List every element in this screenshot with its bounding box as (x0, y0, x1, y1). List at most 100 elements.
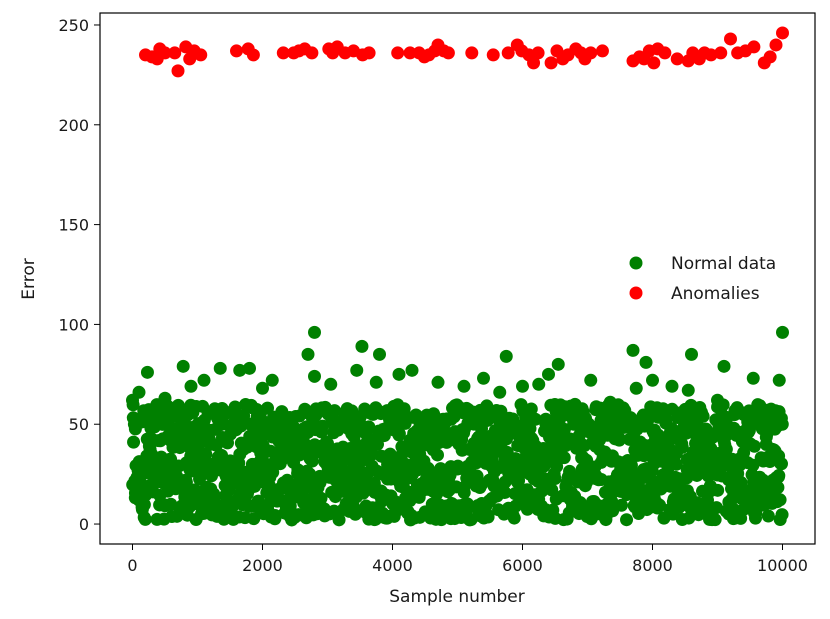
normal-data-point (719, 442, 733, 456)
anomaly-point (776, 26, 789, 40)
normal-data-point (528, 412, 542, 426)
legend-label-normal: Normal data (671, 254, 776, 274)
normal-data-point (369, 375, 383, 389)
anomaly-point (501, 46, 515, 60)
x-axis: 0 2000 4000 6000 8000 10000 (127, 544, 808, 575)
anomaly-point (246, 48, 260, 62)
x-tick-label: 6000 (502, 556, 543, 575)
normal-data-point (542, 367, 555, 381)
x-tick-label: 10000 (757, 556, 808, 575)
normal-data-point (140, 365, 154, 379)
anomaly-point (747, 40, 761, 54)
normal-data-point (265, 373, 279, 387)
anomaly-point (362, 46, 376, 60)
normal-data-point (696, 409, 710, 423)
normal-data-point (486, 445, 500, 459)
normal-data-point (127, 435, 141, 449)
normal-data-point (324, 377, 338, 391)
normal-data-point (507, 511, 521, 525)
normal-data-point (197, 373, 211, 387)
y-tick-label: 150 (58, 216, 89, 235)
normal-data-point (711, 483, 725, 497)
normal-data-point (681, 383, 695, 397)
y-tick-label: 100 (58, 315, 89, 334)
normal-data-point (759, 430, 773, 444)
x-tick-label: 2000 (242, 556, 283, 575)
normal-data-point (457, 379, 471, 393)
normal-data-point (228, 400, 242, 414)
normal-data-point (207, 487, 221, 501)
normal-data-point (761, 509, 775, 523)
normal-data-point (308, 325, 321, 339)
normal-data-point (772, 469, 786, 483)
normal-data-point (639, 355, 653, 369)
normal-data-point (392, 367, 406, 381)
normal-data-point (362, 420, 376, 434)
normal-data-point (773, 493, 787, 507)
normal-data-point (626, 343, 640, 357)
x-tick-label: 0 (127, 556, 137, 575)
normal-data-point (669, 457, 683, 471)
normal-data-point (328, 404, 342, 418)
y-tick-label: 0 (79, 515, 89, 534)
normal-data-point (305, 454, 319, 468)
normal-data-point (614, 498, 628, 512)
normal-data-point (332, 513, 346, 527)
y-tick-label: 250 (58, 16, 89, 35)
plot-frame (99, 12, 816, 545)
normal-data-point (138, 512, 152, 526)
normal-data-point (653, 498, 667, 512)
x-tick-label: 8000 (632, 556, 673, 575)
normal-data-point (430, 448, 444, 462)
normal-data-point (213, 361, 227, 375)
normal-data-point (708, 513, 722, 527)
normal-data-point (308, 369, 321, 383)
normal-data-point (457, 486, 471, 500)
anomaly-point (168, 46, 182, 60)
normal-data-point (772, 373, 786, 387)
anomaly-point (769, 38, 783, 52)
normal-data-point (233, 363, 247, 377)
normal-data-point (584, 373, 598, 387)
normal-data-point (629, 381, 643, 395)
normal-data-point (431, 375, 445, 389)
normal-data-point (749, 511, 763, 525)
normal-data-point (350, 363, 364, 377)
anomaly-point (584, 46, 598, 60)
anomaly-point (763, 50, 777, 64)
normal-data-point (620, 513, 634, 527)
anomaly-point (441, 46, 455, 60)
normal-data-point (256, 381, 269, 395)
normal-data-point (137, 498, 151, 512)
normal-data-point (612, 431, 626, 445)
normal-data-point (355, 339, 369, 353)
normal-data-point (498, 485, 512, 499)
x-axis-label: Sample number (389, 587, 525, 607)
normal-data-point (176, 359, 190, 373)
anomaly-point (527, 56, 541, 70)
normal-data-point (548, 472, 562, 486)
normal-data-point (516, 379, 529, 393)
normal-data-point (480, 399, 494, 413)
normal-data-point (717, 359, 731, 373)
normal-data-point (771, 480, 785, 494)
legend-marker-normal (629, 256, 643, 270)
anomaly-point (595, 44, 609, 58)
anomaly-point (194, 48, 208, 62)
normal-data-point (737, 446, 751, 460)
normal-data-point (132, 385, 146, 399)
normal-data-point (747, 439, 761, 453)
normal-data-point (164, 497, 178, 511)
y-axis-label: Error (19, 258, 39, 299)
normal-data-point (746, 458, 760, 472)
normal-data-point (532, 377, 546, 391)
normal-data-point (494, 404, 508, 418)
normal-data-point (775, 417, 789, 431)
anomaly-point (658, 46, 672, 60)
normal-data-point (301, 347, 315, 361)
anomaly-point (544, 56, 558, 70)
normal-data-point (665, 379, 679, 393)
normal-data-point (557, 451, 571, 465)
anomaly-point (724, 32, 737, 46)
normal-data-point (373, 347, 386, 361)
